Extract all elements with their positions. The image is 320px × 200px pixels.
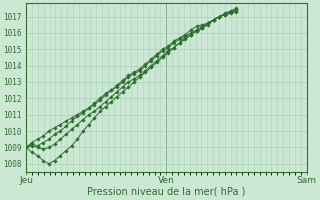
X-axis label: Pression niveau de la mer( hPa ): Pression niveau de la mer( hPa )	[87, 187, 245, 197]
